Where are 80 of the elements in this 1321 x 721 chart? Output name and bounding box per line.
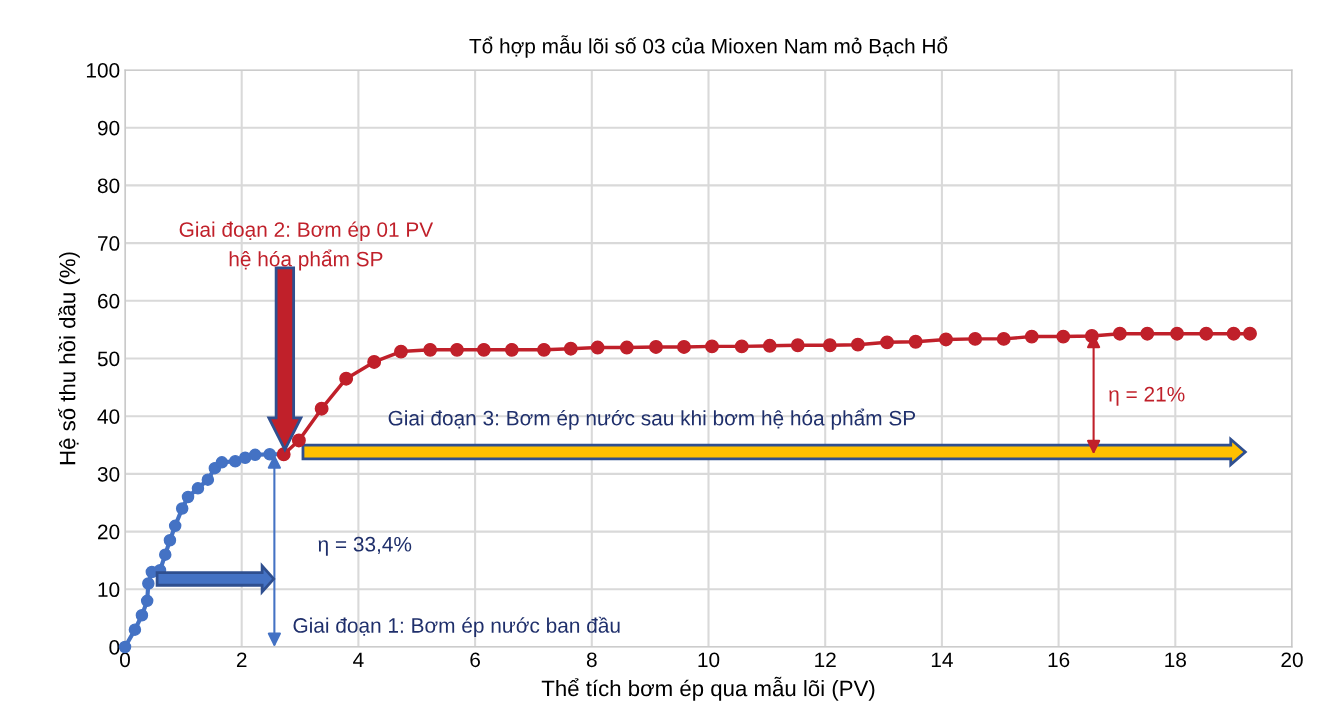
point — [181, 490, 195, 504]
point — [191, 482, 205, 495]
point — [619, 340, 634, 355]
point — [314, 401, 329, 416]
x-tick-label: 12 — [815, 652, 836, 667]
point — [1024, 329, 1039, 344]
point — [790, 338, 805, 353]
y-axis-title: Hệ số thu hồi dầu (%) — [58, 252, 80, 465]
annotation: Giai đoạn 3: Bơm ép nước sau khi bơm hệ hóa phẩm SP — [388, 408, 916, 430]
annotation: η = 21% — [1109, 386, 1185, 406]
point — [128, 623, 142, 636]
annotation: η = 33,4% — [318, 536, 412, 556]
point — [908, 334, 923, 349]
point — [590, 340, 605, 355]
point — [996, 331, 1011, 346]
point — [968, 331, 983, 346]
point — [238, 451, 252, 464]
point — [291, 433, 306, 448]
point — [248, 448, 262, 462]
y-tick-label: 70 — [98, 236, 120, 251]
point — [450, 342, 464, 357]
point — [822, 338, 837, 353]
y-tick-label: 30 — [97, 466, 120, 482]
x-tick-label: 8 — [586, 652, 597, 668]
annotation: Giai đoạn 2: Bơm ép 01 PV hệ hóa phẩm SP — [179, 221, 434, 271]
point — [1170, 326, 1184, 341]
point — [850, 337, 865, 352]
point — [367, 355, 382, 369]
x-axis-title: Thể tích bơm ép qua mẫu lõi (PV) — [541, 676, 875, 701]
x-tick-label: 10 — [698, 652, 720, 668]
y-tick-label: 100 — [86, 63, 120, 78]
point — [1056, 329, 1071, 344]
point — [939, 332, 953, 347]
y-tick-label: 90 — [97, 120, 120, 136]
y-tick-label: 60 — [98, 293, 120, 309]
point — [159, 548, 172, 561]
y-tick-label: 40 — [97, 409, 120, 424]
point — [1140, 326, 1155, 341]
point — [135, 609, 149, 622]
point — [168, 519, 182, 533]
x-tick-label: 4 — [353, 652, 364, 667]
point — [423, 342, 438, 357]
x-tick-label: 6 — [470, 652, 480, 668]
point — [163, 534, 177, 547]
point — [339, 371, 354, 386]
point — [263, 448, 276, 461]
y-tick-label: 50 — [97, 351, 120, 367]
point — [175, 502, 189, 515]
x-tick-label: 2 — [236, 652, 247, 667]
point — [734, 339, 749, 354]
x-tick-label: 0 — [120, 652, 130, 668]
x-tick-label: 16 — [1048, 652, 1070, 668]
x-tick-label: 14 — [931, 652, 953, 667]
chart-title: Tổ hợp mẫu lõi số 03 của Mioxen Nam mỏ Bạch Hổ — [469, 35, 948, 58]
point — [229, 454, 242, 468]
point — [140, 594, 154, 608]
point — [880, 335, 894, 350]
y-tick-label: 0 — [109, 640, 120, 655]
point — [537, 342, 551, 357]
point — [677, 340, 691, 354]
point — [1226, 326, 1241, 341]
y-tick-label: 20 — [98, 524, 120, 540]
point — [649, 340, 663, 354]
point — [762, 338, 777, 353]
point — [1243, 326, 1257, 341]
y-tick-label: 80 — [97, 178, 120, 194]
point — [476, 342, 491, 357]
point — [563, 341, 578, 356]
point — [705, 339, 719, 354]
point — [142, 577, 155, 590]
y-tick-label: 10 — [98, 582, 120, 598]
point — [1112, 326, 1127, 341]
x-tick-label: 20 — [1281, 652, 1303, 668]
point — [504, 342, 519, 357]
annotation: Giai đoạn 1: Bơm ép nước ban đầu — [293, 616, 620, 637]
point — [215, 456, 229, 469]
point — [201, 473, 215, 486]
point — [1199, 326, 1214, 341]
point — [394, 344, 408, 359]
x-tick-label: 18 — [1165, 652, 1186, 668]
